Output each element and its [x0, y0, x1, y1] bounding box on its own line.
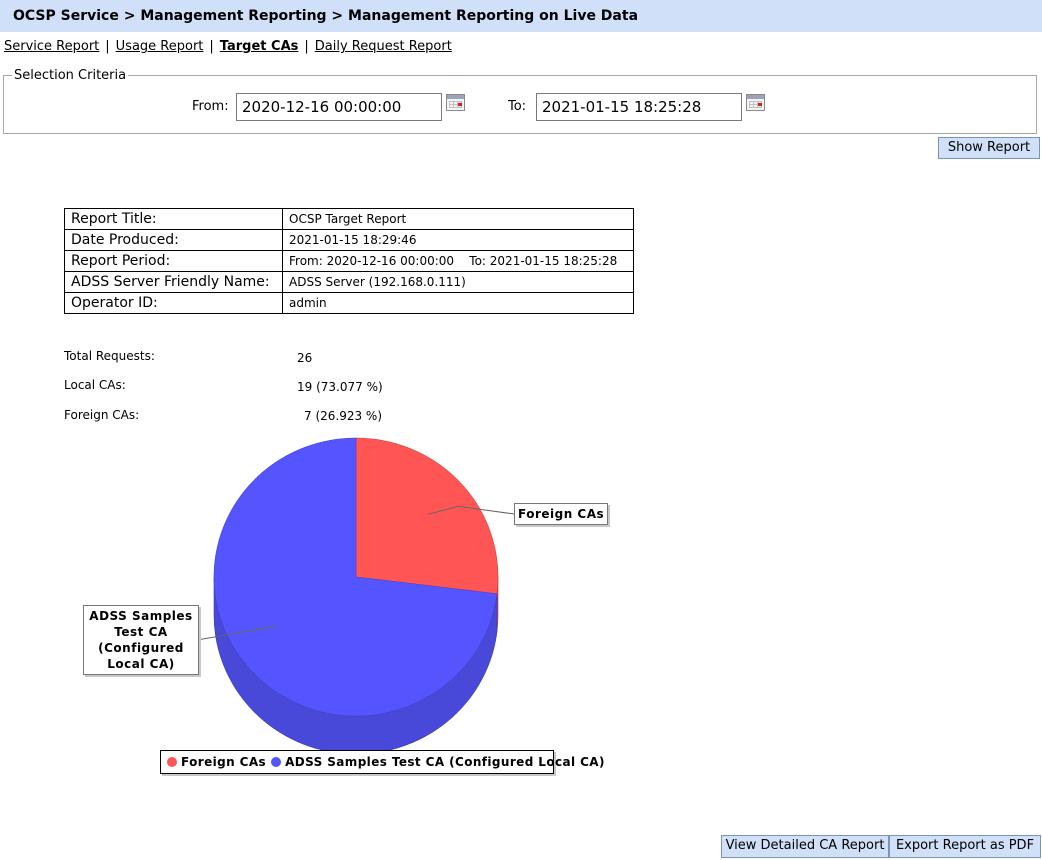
legend-item-local: ADSS Samples Test CA (Configured Local C…	[271, 755, 605, 769]
report-info-table: Report Title: OCSP Target Report Date Pro…	[64, 208, 634, 314]
table-row: Operator ID: admin	[64, 292, 634, 314]
show-report-button[interactable]: Show Report	[938, 137, 1040, 159]
local-cas-label: Local CAs:	[64, 378, 126, 392]
pie-slice-0	[355, 437, 499, 595]
legend-label-foreign: Foreign CAs	[181, 755, 267, 769]
operator-id-key: Operator ID:	[64, 292, 283, 314]
pie-top	[213, 437, 499, 717]
date-produced-value: 2021-01-15 18:29:46	[282, 229, 634, 251]
report-title-value: OCSP Target Report	[282, 208, 634, 230]
server-name-value: ADSS Server (192.168.0.111)	[282, 271, 634, 293]
foreign-cas-value: 7 (26.923 %)	[304, 409, 383, 423]
total-requests-value: 26	[297, 351, 313, 365]
to-calendar-icon[interactable]	[746, 94, 765, 111]
foreign-cas-label: Foreign CAs:	[64, 408, 140, 422]
to-date-input[interactable]	[536, 93, 742, 121]
leader-line-local	[196, 625, 277, 641]
nav-link-target-cas[interactable]: Target CAs	[219, 39, 299, 54]
callout-foreign-cas: Foreign CAs	[514, 503, 609, 525]
total-requests-label: Total Requests:	[64, 349, 155, 363]
page-header: OCSP Service > Management Reporting > Ma…	[0, 0, 1042, 32]
legend-dot-foreign	[167, 757, 177, 767]
nav-separator: |	[304, 39, 309, 54]
callout-local-ca: ADSS Samples Test CA (Configured Local C…	[83, 605, 199, 675]
from-label: From:	[192, 99, 229, 114]
table-row: ADSS Server Friendly Name: ADSS Server (1…	[64, 271, 634, 293]
selection-criteria: Selection Criteria	[3, 68, 1037, 134]
leader-line-foreign	[428, 505, 515, 515]
operator-id-value: admin	[282, 292, 634, 314]
selection-criteria-legend: Selection Criteria	[14, 68, 127, 83]
legend-dot-local	[271, 757, 282, 767]
legend-item-foreign: Foreign CAs	[167, 755, 266, 769]
nav-separator: |	[209, 39, 214, 54]
nav-link-service-report[interactable]: Service Report	[4, 39, 100, 54]
chart-legend: Foreign CAs ADSS Samples Test CA (Configu…	[160, 750, 604, 774]
export-report-pdf-button[interactable]: Export Report as PDF	[889, 835, 1041, 858]
pie-leaders	[196, 505, 515, 641]
report-nav: Service Report | Usage Report | Target CAs | D…	[4, 39, 452, 54]
view-detailed-ca-report-button[interactable]: View Detailed CA Report	[721, 835, 889, 858]
nav-link-usage-report[interactable]: Usage Report	[115, 39, 204, 54]
breadcrumb: OCSP Service > Management Reporting > Ma…	[13, 8, 639, 24]
nav-link-daily-request-report[interactable]: Daily Request Report	[314, 39, 452, 54]
pie-slice-1	[213, 437, 498, 717]
from-calendar-icon[interactable]	[446, 94, 465, 111]
from-date-input[interactable]	[236, 93, 442, 121]
to-label: To:	[508, 99, 527, 114]
local-cas-value: 19 (73.077 %)	[297, 380, 383, 394]
nav-separator: |	[105, 39, 110, 54]
legend-label-local: ADSS Samples Test CA (Configured Local C…	[285, 755, 605, 769]
